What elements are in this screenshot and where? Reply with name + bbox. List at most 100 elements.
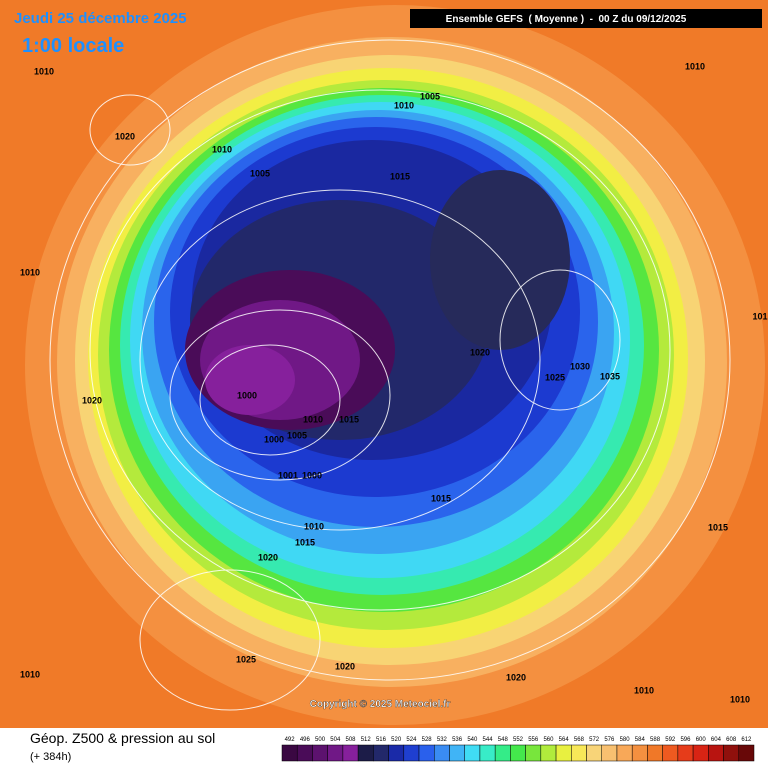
colorbar-swatch <box>479 744 496 762</box>
colorbar-swatch <box>373 744 389 762</box>
colorbar-tick-label: 500 <box>315 737 326 743</box>
colorbar-tick-label: 524 <box>406 737 417 743</box>
colorbar-swatch <box>677 744 694 762</box>
colorbar-tick-label: 600 <box>696 737 707 743</box>
colorbar-tick-label: 540 <box>467 737 478 743</box>
isobar-label: 1005 <box>420 91 440 101</box>
isobar-label: 1000 <box>302 470 322 480</box>
isobar-label: 1005 <box>250 168 270 178</box>
isobar-label: 1020 <box>258 552 278 562</box>
colorbar-swatch <box>571 744 587 762</box>
colorbar-tick-label: 564 <box>559 737 570 743</box>
colorbar-tick-label: 560 <box>543 737 554 743</box>
isobar-label: 1015 <box>339 414 359 424</box>
colorbar-tick-label: 552 <box>513 737 524 743</box>
colorbar-swatch <box>464 744 481 762</box>
colorbar-swatch <box>723 744 740 762</box>
isobar-label: 1010 <box>303 414 323 424</box>
colorbar-tick-label: 496 <box>300 737 311 743</box>
colorbar-tick-label: 572 <box>589 737 600 743</box>
run-banner <box>410 9 762 28</box>
colorbar-swatch <box>312 744 328 762</box>
colorbar-swatch <box>281 744 298 762</box>
isobar-label: 1020 <box>470 347 490 357</box>
colorbar-tick-label: 608 <box>726 737 737 743</box>
isobar-label: 1035 <box>600 371 620 381</box>
colorbar-tick-label: 588 <box>650 737 661 743</box>
colorbar-swatch <box>388 744 405 762</box>
colorbar-swatch <box>692 744 709 762</box>
colorbar-tick-label: 580 <box>620 737 631 743</box>
isobar-label: 1015 <box>431 493 451 503</box>
isobar-label: 1015 <box>708 522 728 532</box>
colorbar-swatch <box>418 744 435 762</box>
isobar-label: 1010 <box>34 66 54 76</box>
colorbar-swatch <box>601 744 618 762</box>
isobar-label: 1010 <box>394 100 414 110</box>
colorbar-swatch <box>662 744 679 762</box>
isobar-label: 1010 <box>20 267 40 277</box>
colorbar-swatch <box>494 744 511 762</box>
isobar-label: 1020 <box>335 661 355 671</box>
colorbar-tick-label: 532 <box>437 737 448 743</box>
colorbar-tick-label: 492 <box>285 737 296 743</box>
isobar-label: 1010 <box>212 144 232 154</box>
colorbar-swatch <box>555 744 572 762</box>
colorbar-swatch <box>586 744 602 762</box>
date: Jeudi 25 décembre 2025 <box>14 10 187 27</box>
isobar-label: 1000 <box>264 434 284 444</box>
isobar-label: 1025 <box>545 372 565 382</box>
map: 1010 1020 1010 1020 1010 1005 1010 1005 … <box>0 0 768 728</box>
low <box>205 345 295 415</box>
isobar-label: 1020 <box>506 672 526 682</box>
colorbar-tick-label: 512 <box>361 737 372 743</box>
colorbar-tick-label: 516 <box>376 737 387 743</box>
colorbar-tick-label: 536 <box>452 737 463 743</box>
isobar-label: 1010 <box>730 694 750 704</box>
lead-time: (+ 384h) <box>30 751 71 763</box>
colorbar-swatch <box>342 744 359 762</box>
colorbar-tick-label: 576 <box>604 737 615 743</box>
isobar-label: 1025 <box>236 654 256 664</box>
colorbar-swatch <box>296 744 313 762</box>
isobar-label: 1010 <box>20 669 40 679</box>
copyright: Copyright © 2025 Meteociel.fr <box>310 699 451 710</box>
colorbar-tick-label: 584 <box>635 737 646 743</box>
colorbar-swatch <box>631 744 648 762</box>
colorbar-swatch <box>449 744 465 762</box>
isobar-label: 1005 <box>287 430 307 440</box>
colorbar-tick-label: 548 <box>498 737 509 743</box>
isobar-label: 1000 <box>237 390 257 400</box>
isobar-label: 1030 <box>570 361 590 371</box>
isobar-label: 1010 <box>634 685 654 695</box>
colorbar-swatch <box>357 744 374 762</box>
colorbar-swatch <box>434 744 450 762</box>
colorbar-swatch <box>647 744 663 762</box>
colorbar-swatch <box>616 744 633 762</box>
colorbar-tick-label: 544 <box>483 737 494 743</box>
isobar-label: 1020 <box>115 131 135 141</box>
colorbar-tick-label: 556 <box>528 737 539 743</box>
isobar-label: 1010 <box>304 521 324 531</box>
colorbar-tick-label: 520 <box>391 737 402 743</box>
colorbar-tick-label: 528 <box>422 737 433 743</box>
isobar-label: 101 <box>752 311 767 321</box>
run-info: Ensemble GEFS ( Moyenne ) - 00 Z du 09/1… <box>446 14 687 25</box>
band <box>430 170 570 350</box>
isobar-label: 1020 <box>82 395 102 405</box>
colorbar-swatch <box>327 744 344 762</box>
isobar-label: 1010 <box>685 61 705 71</box>
colorbar-swatch <box>403 744 420 762</box>
isobar-label: 1001 <box>278 470 298 480</box>
colorbar-tick-label: 612 <box>741 737 752 743</box>
colorbar-tick-label: 604 <box>711 737 722 743</box>
local-time: 1:00 locale <box>22 35 124 57</box>
colorbar-swatch <box>540 744 557 762</box>
colorbar-tick-label: 568 <box>574 737 585 743</box>
colorbar-swatch <box>708 744 724 762</box>
colorbar-swatch <box>738 744 755 762</box>
colorbar-tick-label: 592 <box>665 737 676 743</box>
colorbar-tick-label: 508 <box>346 737 357 743</box>
